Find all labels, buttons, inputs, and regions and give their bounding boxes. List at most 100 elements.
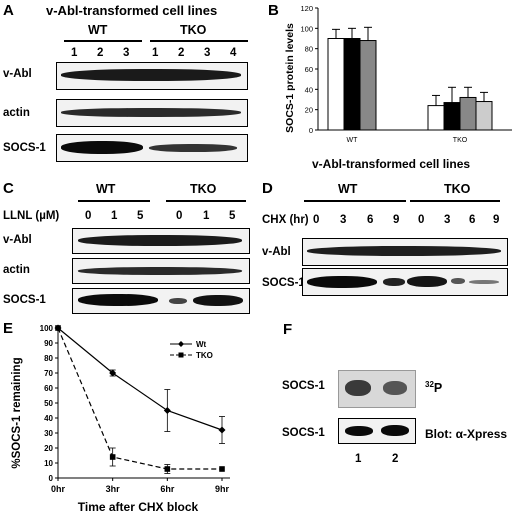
panel-f-row2-right: Blot: α-Xpress bbox=[425, 427, 508, 441]
panel-a-wt-bar bbox=[64, 40, 142, 42]
panel-a-group-wt: WT bbox=[88, 23, 108, 37]
panel-f-row1-right: 32P bbox=[425, 380, 442, 395]
panel-a-lane-2: 2 bbox=[97, 47, 104, 59]
panel-c-lane-5: 1 bbox=[203, 210, 210, 222]
panel-d-lane-3: 6 bbox=[367, 214, 374, 226]
panel-a-blot-vabl bbox=[56, 62, 248, 90]
panel-c-lane-1: 0 bbox=[85, 210, 92, 222]
panel-e-point bbox=[164, 466, 171, 472]
panel-e-ylabel: %SOCS-1 remaining bbox=[11, 357, 23, 468]
panel-e-ytick-label: 40 bbox=[44, 414, 53, 423]
panel-c-row-vabl: v-Abl bbox=[3, 234, 32, 246]
panel-c-blot-socs1 bbox=[72, 288, 250, 314]
panel-d-tko-bar bbox=[410, 200, 500, 202]
panel-e-point bbox=[219, 466, 225, 472]
panel-a-blot-socs1 bbox=[56, 134, 248, 162]
panel-e-xlabel: Time after CHX block bbox=[78, 500, 199, 514]
panel-f-row1-right-text: P bbox=[433, 381, 443, 396]
panel-b-bar bbox=[327, 38, 345, 131]
panel-d-row-socs1: SOCS-1 bbox=[262, 277, 305, 289]
panel-c-wt-bar bbox=[78, 200, 150, 202]
panel-f-blot bbox=[338, 418, 416, 444]
panel-d-time-label: CHX (hr) bbox=[262, 214, 309, 226]
panel-c-blot-vabl bbox=[72, 228, 250, 254]
panel-e-ytick-label: 0 bbox=[49, 474, 54, 483]
panel-a-tko-bar bbox=[150, 40, 248, 42]
panel-f-lane-2: 2 bbox=[392, 453, 399, 465]
panel-b-letter: B bbox=[268, 2, 279, 19]
panel-c-letter: C bbox=[3, 180, 14, 197]
panel-f-row1-label: SOCS-1 bbox=[282, 380, 325, 392]
panel-d-lane-8: 9 bbox=[493, 214, 500, 226]
panel-b-ytick-label: 120 bbox=[300, 4, 313, 13]
panel-d-letter: D bbox=[262, 180, 273, 197]
panel-a-lane-7: 4 bbox=[230, 47, 237, 59]
panel-a-letter: A bbox=[3, 2, 14, 19]
panel-a-row-actin: actin bbox=[3, 107, 30, 119]
panel-a-lane-3: 3 bbox=[123, 47, 130, 59]
panel-a-lane-4: 1 bbox=[152, 47, 159, 59]
panel-f-lane-1: 1 bbox=[355, 453, 362, 465]
panel-a-title: v-Abl-transformed cell lines bbox=[46, 3, 218, 18]
panel-a-row-vabl: v-Abl bbox=[3, 68, 32, 80]
panel-d-wt-bar bbox=[304, 200, 406, 202]
panel-e-ytick-label: 10 bbox=[44, 459, 53, 468]
panel-e-xtick-label: 3hr bbox=[106, 484, 121, 494]
panel-e-ytick-label: 70 bbox=[44, 369, 53, 378]
panel-b-ytick-label: 0 bbox=[309, 126, 313, 135]
panel-b-bar bbox=[427, 105, 445, 131]
panel-e-ytick-label: 100 bbox=[40, 324, 54, 333]
panel-d-blot-vabl bbox=[302, 238, 508, 266]
panel-d-lane-6: 3 bbox=[444, 214, 451, 226]
panel-e-legend-label: Wt bbox=[196, 340, 207, 349]
panel-d-lane-4: 9 bbox=[393, 214, 400, 226]
panel-e-series-line bbox=[57, 327, 222, 470]
panel-e-series-line bbox=[57, 327, 223, 431]
panel-d-group-wt: WT bbox=[338, 182, 358, 196]
panel-e-ytick-label: 50 bbox=[44, 399, 53, 408]
panel-b-bar bbox=[443, 102, 461, 131]
panel-e-chart: %SOCS-1 remaining 0 10 20 30 40 50 60 70 80 90 100… bbox=[11, 324, 230, 514]
panel-a-row-socs1: SOCS-1 bbox=[3, 142, 46, 154]
panel-e-legend-label: TKO bbox=[196, 351, 213, 360]
panel-e-legend-marker bbox=[178, 341, 184, 347]
panel-a-lane-6: 3 bbox=[204, 47, 211, 59]
panel-f-row1-sup: 32 bbox=[425, 380, 434, 389]
panel-b-ytick-label: 40 bbox=[305, 85, 313, 94]
panel-b-ytick-label: 80 bbox=[305, 45, 313, 54]
panel-b-bar bbox=[459, 96, 477, 131]
panel-e-ytick-label: 20 bbox=[44, 444, 53, 453]
panel-b-ytick-label: 100 bbox=[300, 24, 313, 33]
panel-e-xtick-label: 0hr bbox=[51, 484, 66, 494]
panel-c-tko-bar bbox=[166, 200, 246, 202]
panel-b-bar bbox=[359, 40, 377, 131]
panel-c-row-socs1: SOCS-1 bbox=[3, 294, 46, 306]
panel-e-letter: E bbox=[3, 320, 14, 337]
panel-e-point bbox=[218, 426, 226, 434]
panel-b-bar bbox=[475, 101, 493, 131]
panel-c-lane-4: 0 bbox=[176, 210, 183, 222]
panel-a-lane-1: 1 bbox=[71, 47, 78, 59]
panel-e-xtick-label: 9hr bbox=[215, 484, 230, 494]
panel-d-blot-socs1 bbox=[302, 268, 508, 296]
panel-d-lane-5: 0 bbox=[418, 214, 425, 226]
panel-a-group-tko: TKO bbox=[180, 23, 207, 37]
panel-e-legend-marker bbox=[178, 352, 184, 358]
panel-a-blot-actin bbox=[56, 99, 248, 127]
panel-e-point bbox=[163, 407, 171, 414]
panel-f-autorad bbox=[338, 370, 416, 408]
panel-c-group-wt: WT bbox=[96, 182, 116, 196]
panel-c-lane-3: 5 bbox=[137, 210, 144, 222]
panel-b-xtitle: v-Abl-transformed cell lines bbox=[312, 157, 471, 171]
panel-c-row-actin: actin bbox=[3, 264, 30, 276]
panel-b-ytick-label: 20 bbox=[305, 106, 313, 115]
panel-c-lane-2: 1 bbox=[111, 210, 118, 222]
panel-e-point bbox=[109, 454, 116, 460]
panel-b-xtick-label: WT bbox=[347, 137, 359, 144]
panel-e-point bbox=[109, 369, 117, 377]
panel-e-point bbox=[55, 325, 61, 331]
panel-b-chart: SOCS-1 protein levels 0 20 40 60 80 100 120 WT… bbox=[284, 4, 512, 144]
panel-b-bar bbox=[343, 38, 361, 131]
panel-d-lane-7: 6 bbox=[469, 214, 476, 226]
panel-d-row-vabl: v-Abl bbox=[262, 246, 291, 258]
